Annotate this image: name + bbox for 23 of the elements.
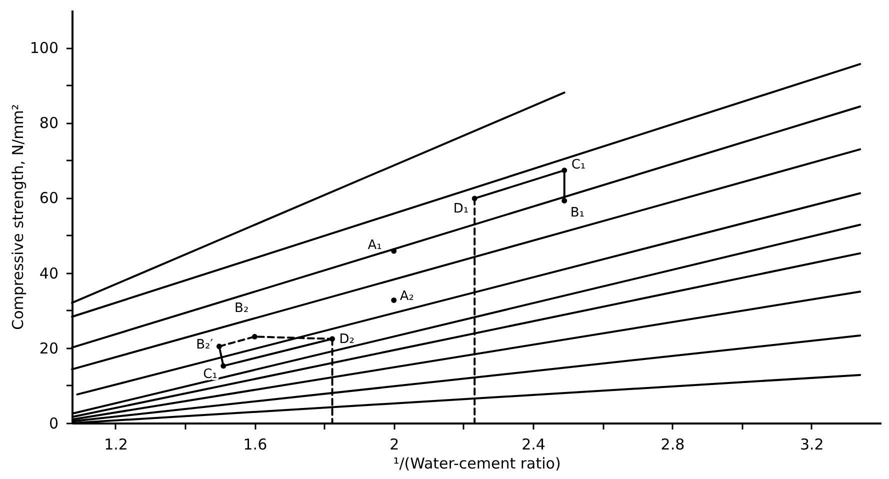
annotation: C₁ [571,157,586,172]
annotation: B₂ [234,301,249,316]
y-tick-label: 20 [39,339,58,358]
x-axis-title: ¹/(Water-cement ratio) [393,454,561,472]
y-axis-title: Compressive strength, N/mm² [8,104,27,330]
x-tick-label: 2.4 [522,436,546,454]
annotation: A₁ [368,238,382,254]
y-tick-label: 100 [30,39,58,58]
x-tick-label: 1.2 [104,436,128,454]
annotation: C₁ [203,366,218,382]
x-tick-label: 2 [390,436,400,454]
x-tick-label: 1.6 [243,436,268,454]
x-tick-label: 2.8 [660,436,685,454]
y-tick-label: 40 [39,264,58,282]
y-tick-label: 0 [48,414,58,432]
annotation: A₂ [400,289,414,304]
annotation: D₂ [339,332,355,347]
y-tick-label: 80 [39,114,58,132]
annotation: B₁ [570,206,584,221]
x-tick-label: 3.2 [800,436,824,454]
y-tick-label: 60 [39,189,58,208]
annotation: B₂′ [196,337,214,352]
annotation: D₁ [453,201,469,216]
